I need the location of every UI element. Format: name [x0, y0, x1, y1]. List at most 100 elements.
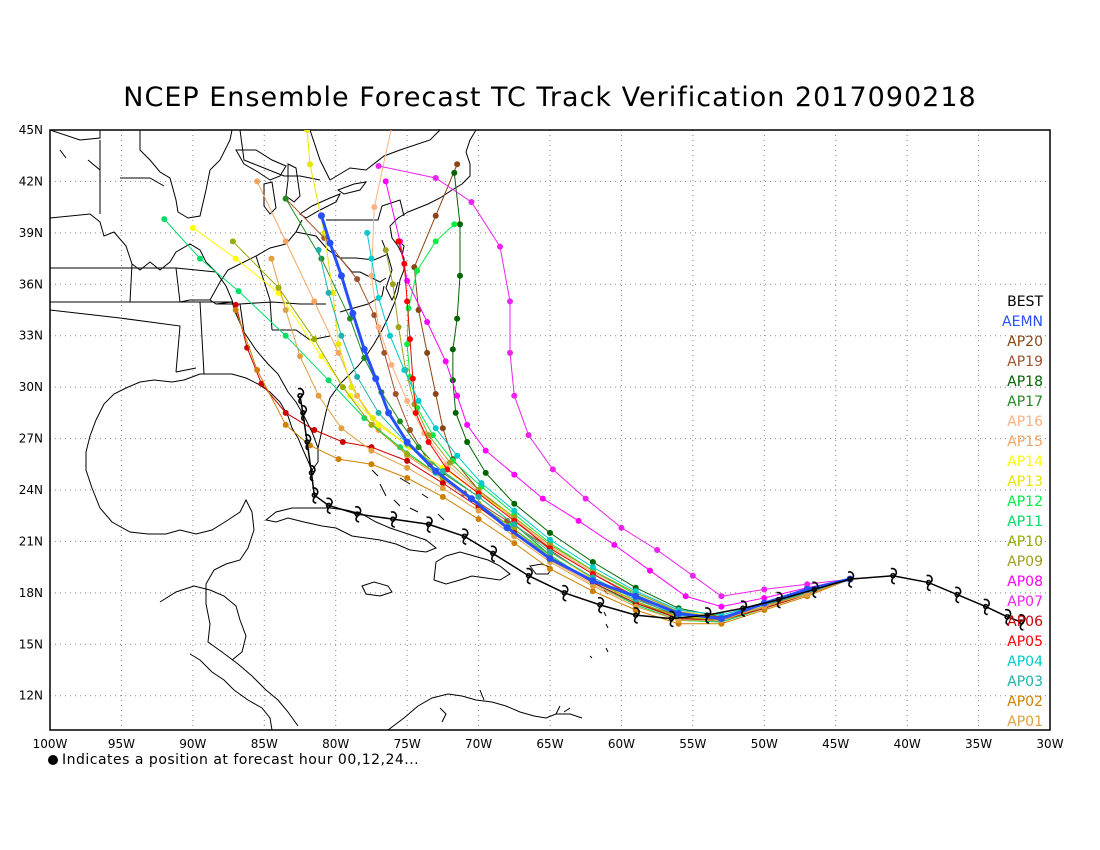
track-point-ap03	[511, 521, 518, 528]
legend-item-ap07: AP07	[1007, 594, 1043, 610]
track-point-ap01	[315, 392, 322, 399]
lat-tick-label: 21N	[19, 534, 43, 548]
legend-item-ap16: AP16	[1007, 414, 1043, 430]
track-point-ap18	[457, 221, 463, 228]
track-point-ap18	[454, 315, 461, 322]
track-point-ap05	[407, 336, 413, 343]
track-point-ap07	[718, 593, 725, 600]
track-point-ap18	[482, 469, 489, 476]
hurricane-symbol-icon	[461, 528, 469, 546]
track-point-ap18	[589, 559, 596, 565]
lat-tick-label: 12N	[19, 689, 43, 703]
track-point-ap02	[254, 367, 261, 373]
track-point-ap20	[432, 391, 439, 397]
track-ap08	[385, 181, 851, 608]
lon-tick-label: 95W	[108, 737, 135, 751]
track-point-ap15	[335, 349, 342, 356]
track-point-ap07	[497, 243, 503, 250]
hurricane-symbol-icon	[1018, 614, 1026, 631]
track-point-ap08	[464, 421, 471, 428]
track-point-ap07	[432, 175, 439, 181]
track-point-aemn	[717, 615, 725, 623]
track-point-ap17	[282, 195, 289, 202]
lat-tick-label: 18N	[19, 586, 43, 600]
track-point-ap02	[232, 307, 239, 313]
hurricane-glyph	[525, 567, 533, 585]
track-point-ap06	[404, 457, 411, 464]
hurricane-glyph	[775, 591, 783, 609]
track-point-ap19	[392, 391, 399, 397]
track-point-ap08	[482, 447, 489, 454]
track-point-ap06	[282, 409, 289, 416]
track-point-ap07	[375, 163, 382, 169]
lat-tick-label: 33N	[19, 329, 43, 343]
legend-item-ap03: AP03	[1007, 674, 1043, 690]
hurricane-symbol-icon	[1004, 608, 1012, 626]
hurricane-glyph	[925, 574, 933, 592]
hurricane-symbol-icon	[775, 591, 783, 609]
track-point-ap08	[382, 178, 389, 185]
track-point-ap06	[439, 480, 446, 487]
track-point-aemn	[546, 555, 554, 563]
longitude-ticks: 100W 95W 90W 85W 80W 75W 70W 65W 60W 55W 50W 45W 40W…	[33, 737, 1064, 751]
track-point-ap03	[325, 289, 332, 296]
track-ap06	[235, 304, 851, 621]
track-point-aemn	[589, 577, 597, 585]
track-point-ap04	[547, 536, 553, 543]
track-point-ap01	[804, 591, 811, 598]
track-point-ap14	[318, 353, 325, 360]
track-ap04	[366, 232, 851, 616]
track-point-ap07	[468, 199, 475, 205]
track-point-ap07	[582, 495, 589, 502]
hurricane-glyph	[1018, 614, 1026, 631]
legend-item-ap04: AP04	[1007, 654, 1043, 670]
hurricane-symbol-icon	[890, 567, 898, 585]
lon-tick-label: 65W	[536, 737, 563, 751]
track-point-ap03	[315, 247, 322, 253]
track-point-aemn	[326, 239, 334, 247]
forecast-tracks	[161, 130, 854, 627]
latitude-ticks: 12N 15N 18N 21N 24N 27N 30N 33N 36N 39N 42N 45N	[19, 123, 43, 703]
track-point-ap15	[254, 178, 261, 185]
track-point-ap13	[329, 289, 336, 296]
track-ap03	[318, 249, 851, 620]
track-point-ap11	[325, 377, 332, 384]
legend-item-ap20: AP20	[1007, 334, 1043, 350]
track-ap14	[192, 227, 851, 618]
track-point-ap17	[347, 315, 353, 322]
legend-item-ap06: AP06	[1007, 614, 1043, 630]
track-point-ap05	[401, 260, 408, 267]
track-point-ap13	[307, 161, 313, 168]
track-point-ap02	[368, 461, 375, 468]
track-point-aemn	[317, 212, 325, 220]
legend-item-ap14: AP14	[1007, 454, 1043, 470]
hurricane-glyph	[390, 511, 398, 528]
hurricane-glyph	[304, 434, 312, 451]
track-point-ap01	[268, 255, 275, 262]
coastlines	[50, 130, 609, 730]
track-point-ap08	[682, 593, 689, 600]
track-point-ap04	[387, 332, 393, 339]
track-point-ap12	[405, 305, 412, 312]
lat-tick-label: 27N	[19, 432, 43, 446]
track-point-ap07	[804, 581, 811, 588]
track-point-aemn	[632, 592, 640, 600]
track-point-aemn	[372, 375, 380, 383]
hurricane-glyph	[847, 571, 855, 588]
hurricane-symbol-icon	[704, 607, 712, 624]
track-ap05	[398, 241, 851, 618]
legend-item-aemn: AEMN	[1002, 314, 1043, 330]
legend-item-best: BEST	[1007, 294, 1043, 310]
track-point-ap02	[511, 540, 518, 547]
track-point-ap07	[507, 349, 513, 356]
track-point-ap01	[475, 507, 482, 514]
track-point-ap08	[442, 358, 449, 365]
hurricane-symbol-icon	[308, 464, 316, 482]
track-point-ap18	[451, 169, 458, 176]
hurricane-symbol-icon	[297, 387, 305, 405]
track-point-ap10	[404, 451, 411, 457]
hurricane-symbol-icon	[304, 434, 312, 451]
track-point-ap03	[338, 332, 345, 339]
legend-item-ap13: AP13	[1007, 474, 1043, 490]
hurricane-symbol-icon	[925, 574, 933, 592]
